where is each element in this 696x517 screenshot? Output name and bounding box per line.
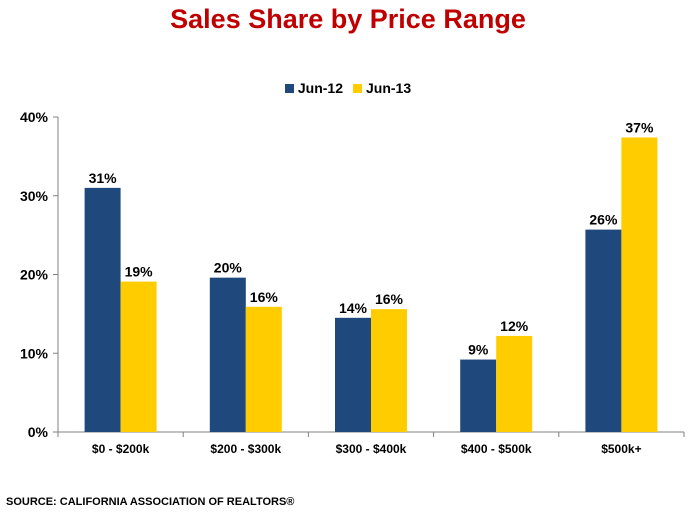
chart-legend: Jun-12 Jun-13 — [0, 80, 696, 96]
y-tick-label: 0% — [28, 424, 49, 440]
data-label: 26% — [589, 212, 618, 228]
bar-1 — [84, 187, 121, 432]
data-label: 37% — [625, 119, 654, 135]
bar-1 — [335, 317, 371, 432]
chart-title: Sales Share by Price Range — [170, 4, 526, 34]
data-label: 9% — [468, 342, 489, 358]
y-tick-label: 10% — [20, 345, 49, 361]
legend-label-series-2: Jun-13 — [366, 80, 412, 96]
legend-swatch-series-1 — [284, 83, 294, 93]
legend-swatch-series-2 — [353, 83, 362, 93]
y-tick-label: 30% — [20, 188, 49, 204]
data-label: 19% — [125, 264, 154, 280]
bar-2 — [371, 309, 407, 432]
y-tick-label: 40% — [20, 109, 49, 125]
x-tick-label: $400 - $500k — [461, 442, 532, 456]
data-label: 16% — [250, 289, 279, 305]
source-note: SOURCE: CALIFORNIA ASSOCIATION OF REALTO… — [6, 496, 295, 508]
bar-1 — [460, 359, 497, 432]
data-label: 14% — [339, 300, 368, 316]
x-tick-label: $500k+ — [601, 442, 641, 456]
legend-label-series-1: Jun-12 — [297, 80, 343, 96]
x-tick-label: $200 - $300k — [210, 442, 281, 456]
y-tick-label: 20% — [20, 267, 49, 283]
data-label: 20% — [214, 260, 243, 276]
bar-2 — [120, 281, 157, 432]
legend-item-series-2: Jun-13 — [353, 80, 411, 96]
bar-1 — [585, 229, 622, 432]
bar-2 — [496, 335, 533, 432]
bar-1 — [209, 277, 246, 432]
x-tick-label: $0 - $200k — [92, 442, 150, 456]
data-label: 16% — [375, 291, 404, 307]
bar-2 — [621, 137, 658, 432]
legend-item-series-1: Jun-12 — [284, 80, 343, 96]
bar-2 — [245, 306, 282, 432]
data-label: 31% — [89, 170, 118, 186]
data-label: 12% — [500, 318, 529, 334]
x-tick-label: $300 - $400k — [336, 442, 407, 456]
